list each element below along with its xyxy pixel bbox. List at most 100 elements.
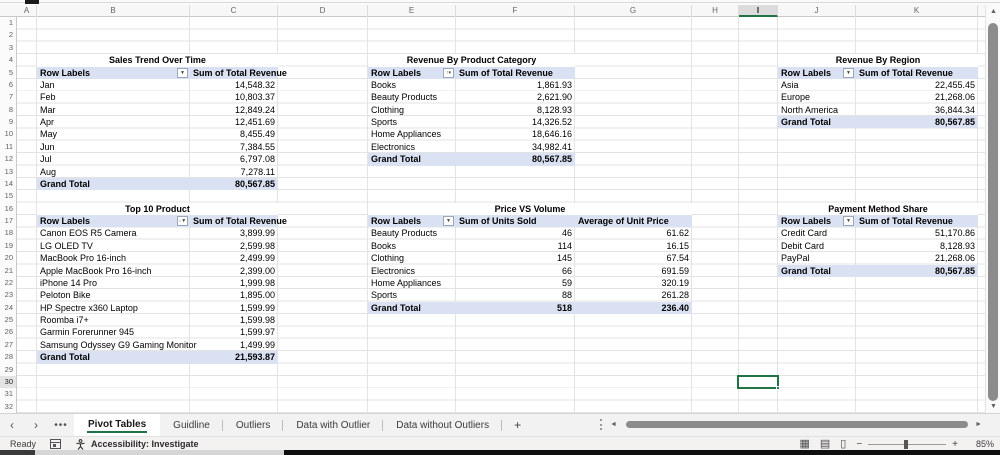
top-10-product-row-label[interactable]: Roomba i7+ (40, 315, 89, 325)
revenue-by-region-title[interactable]: Revenue By Region (778, 54, 978, 67)
column-header-J[interactable]: J (778, 5, 856, 17)
sales-trend-row-value[interactable]: 14,548.32 (234, 79, 275, 90)
row-header-2[interactable]: 2 (8, 30, 13, 40)
row-header-28[interactable]: 28 (4, 352, 13, 362)
revenue-by-category-row-value[interactable]: 2,621.90 (536, 92, 572, 103)
revenue-by-category-row-label[interactable]: Home Appliances (371, 129, 442, 140)
filter-dropdown-icon[interactable]: ▼ (843, 216, 854, 226)
price-vs-volume-row-value[interactable]: 320.19 (661, 277, 689, 288)
revenue-by-region-grand-total-value[interactable]: 80,567.85 (934, 117, 975, 127)
next-sheet-button[interactable]: › (34, 418, 38, 432)
row-header-9[interactable]: 9 (8, 117, 13, 126)
sales-trend-row-label[interactable]: Apr (40, 117, 55, 127)
sales-trend-row-value[interactable]: 12,849.24 (234, 104, 275, 115)
scroll-up-arrow-icon[interactable]: ▲ (990, 8, 997, 15)
top-10-product-grand-total-label[interactable]: Grand Total (40, 352, 90, 363)
payment-method-share-grand-total-label[interactable]: Grand Total (781, 265, 831, 276)
row-header-8[interactable]: 8 (8, 104, 13, 114)
revenue-by-region-header-cell[interactable]: Row Labels (781, 67, 832, 78)
revenue-by-category-row-label[interactable]: Clothing (371, 104, 405, 115)
row-header-25[interactable]: 25 (4, 315, 13, 324)
sales-trend-row-label[interactable]: Feb (40, 92, 56, 103)
row-header-12[interactable]: 12 (4, 154, 13, 164)
top-10-product-row-label[interactable]: Samsung Odyssey G9 Gaming Monitor (40, 339, 197, 350)
row-header-3[interactable]: 3 (8, 42, 13, 52)
column-header-G[interactable]: G (575, 5, 692, 17)
top-10-product-row-label[interactable]: Apple MacBook Pro 16-inch (40, 265, 152, 276)
top-10-product-row-label[interactable]: Canon EOS R5 Camera (40, 228, 137, 239)
revenue-by-category-title[interactable]: Revenue By Product Category (368, 54, 575, 67)
payment-method-share-row-label[interactable]: Credit Card (781, 228, 828, 239)
sales-trend-header-cell[interactable]: Row Labels (40, 67, 91, 78)
row-header-1[interactable]: 1 (8, 18, 13, 27)
revenue-by-category-row-value[interactable]: 18,646.16 (531, 129, 572, 140)
payment-method-share-row-value[interactable]: 21,268.06 (934, 253, 975, 264)
sort-ascending-icon[interactable]: ↑▾ (443, 67, 454, 78)
sales-trend-row-value[interactable]: 6,797.08 (239, 154, 275, 165)
row-header-15[interactable]: 15 (4, 191, 13, 201)
zoom-slider-handle[interactable] (904, 439, 909, 449)
sales-trend-row-label[interactable]: Jan (40, 79, 55, 90)
row-header-31[interactable]: 31 (4, 389, 13, 399)
revenue-by-category-row-value[interactable]: 1,861.93 (536, 79, 572, 90)
column-header-F[interactable]: F (456, 5, 575, 17)
top-10-product-row-value[interactable]: 1,895.00 (239, 290, 275, 301)
tab-splitter-handle[interactable] (600, 419, 603, 430)
price-vs-volume-row-value[interactable]: 88 (561, 290, 572, 301)
row-header-4[interactable]: 4 (8, 55, 13, 65)
top-10-product-header-cell[interactable]: Sum of Total Revenue (193, 216, 287, 226)
price-vs-volume-row-label[interactable]: Books (371, 240, 397, 251)
top-10-product-row-label[interactable]: Peloton Bike (40, 290, 91, 301)
prev-sheet-button[interactable]: ‹ (10, 418, 14, 432)
top-10-product-row-value[interactable]: 1,599.97 (239, 327, 275, 338)
column-header-D[interactable]: D (278, 5, 368, 17)
column-header-E[interactable]: E (368, 5, 456, 17)
price-vs-volume-row-value[interactable]: 145 (556, 253, 572, 264)
sheet-tab-guidline[interactable]: Guidline (160, 414, 223, 436)
column-header-A[interactable]: A (17, 5, 37, 17)
top-10-product-row-value[interactable]: 2,599.98 (239, 240, 275, 251)
filter-dropdown-icon[interactable]: ▼ (443, 216, 454, 226)
filter-dropdown-icon[interactable]: ▼ (843, 67, 854, 78)
row-header-13[interactable]: 13 (4, 166, 13, 176)
price-vs-volume-row-value[interactable]: 261.28 (661, 290, 689, 301)
top-10-product-row-value[interactable]: 1,999.98 (239, 277, 275, 288)
row-header-27[interactable]: 27 (4, 339, 13, 349)
row-header-16[interactable]: 16 (4, 203, 13, 213)
selected-cell-I30[interactable] (737, 374, 780, 391)
sales-trend-title[interactable]: Sales Trend Over Time (37, 54, 278, 67)
sales-trend-header-cell[interactable]: Sum of Total Revenue (193, 67, 287, 78)
sales-trend-row-value[interactable]: 12,451.69 (234, 117, 275, 127)
revenue-by-category-row-value[interactable]: 34,982.41 (531, 141, 572, 152)
price-vs-volume-header-cell[interactable]: Sum of Units Sold (459, 216, 537, 226)
column-header-B[interactable]: B (37, 5, 190, 17)
payment-method-share-row-value[interactable]: 8,128.93 (939, 240, 975, 251)
price-vs-volume-row-label[interactable]: Electronics (371, 265, 416, 276)
sales-trend-row-value[interactable]: 10,803.37 (234, 92, 275, 103)
payment-method-share-grand-total-value[interactable]: 80,567.85 (934, 265, 975, 276)
price-vs-volume-row-value[interactable]: 61.62 (666, 228, 689, 239)
horizontal-scrollbar[interactable]: ◄ ► (598, 413, 990, 436)
revenue-by-category-grand-total-value[interactable]: 80,567.85 (531, 154, 572, 165)
worksheet-grid[interactable]: 1 2 3 4 5 6 7 8 9 10 11 12 13 14 15 16 17 18 19 20 21 22 23 24 2… (0, 17, 985, 413)
accessibility-status[interactable]: Accessibility: Investigate (75, 438, 199, 450)
sales-trend-grand-total-label[interactable]: Grand Total (40, 178, 90, 189)
payment-method-share-header-cell[interactable]: Row Labels (781, 216, 832, 226)
page-layout-view-button[interactable]: ▤ (819, 438, 831, 450)
sheet-tab-outliers[interactable]: Outliers (223, 414, 284, 436)
page-break-preview-button[interactable]: ▯ (840, 438, 847, 450)
row-header-23[interactable]: 23 (4, 290, 13, 300)
payment-method-share-row-label[interactable]: PayPal (781, 253, 810, 264)
sort-descending-filter-icon[interactable]: ↓▼ (177, 216, 188, 226)
revenue-by-category-grand-total-label[interactable]: Grand Total (371, 154, 421, 165)
horizontal-scrollbar-thumb[interactable] (626, 421, 968, 428)
top-10-product-grand-total-value[interactable]: 21,593.87 (234, 352, 275, 363)
price-vs-volume-row-label[interactable]: Sports (371, 290, 398, 301)
sheet-tab-data-without-outliers[interactable]: Data without Outliers (383, 414, 503, 436)
fill-handle[interactable] (776, 386, 780, 391)
scroll-right-arrow-icon[interactable]: ► (975, 421, 982, 428)
price-vs-volume-row-value[interactable]: 59 (561, 277, 572, 288)
row-header-32[interactable]: 32 (4, 401, 13, 411)
top-10-product-row-value[interactable]: 2,499.99 (239, 253, 275, 264)
row-header-19[interactable]: 19 (4, 240, 13, 250)
